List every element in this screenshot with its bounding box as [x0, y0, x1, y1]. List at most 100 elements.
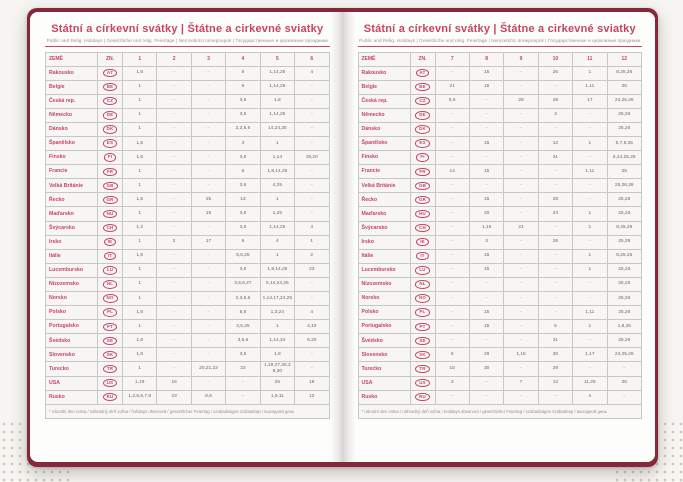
table-row: Finsko FI 1,6– –3,6 1,14 19,20: [45, 150, 330, 166]
country-code-badge: RU: [415, 393, 430, 402]
month-cell: –: [537, 220, 574, 236]
country-name: Rusko: [45, 389, 98, 405]
month-cell: 6: [225, 65, 261, 81]
month-cell: 6: [225, 234, 261, 250]
month-cell: 15: [468, 79, 505, 95]
month-cell: 3: [225, 135, 261, 152]
country-name: Velká Británie: [357, 178, 411, 194]
country-code-badge: RU: [102, 393, 118, 402]
month-cell: –: [190, 375, 227, 391]
month-cell: 3,6: [225, 206, 261, 222]
month-cell: 5: [434, 347, 470, 363]
page-title: Státní a církevní svátky | Štátne a cirk…: [363, 23, 636, 35]
table-row: Švýcarsko CH –1,15 21–1 8,25,26: [357, 220, 643, 236]
country-name: Řecko: [45, 192, 98, 208]
month-cell: 1: [572, 248, 608, 264]
country-code-badge: CH: [415, 223, 430, 233]
month-cell: –: [537, 262, 574, 278]
country-name: Finsko: [357, 150, 411, 166]
table-row: Francie FR 1– –6 1,8,14,25–: [45, 164, 330, 180]
country-code-badge: PL: [415, 308, 430, 317]
month-cell: –: [434, 290, 470, 307]
month-cell: –: [537, 305, 574, 321]
month-cell: 1: [121, 178, 158, 194]
country-name: Francie: [45, 164, 98, 180]
table-row: Itálie IT 1,6– –5,6,25 1 2: [45, 248, 330, 264]
country-code-cell: SK: [97, 347, 123, 363]
month-cell: 21: [503, 220, 539, 236]
month-cell: –: [156, 178, 192, 194]
month-cell: 1: [121, 107, 158, 123]
month-column-header: 5: [259, 51, 296, 67]
month-cell: –: [156, 150, 192, 166]
country-code-badge: BE: [102, 82, 118, 92]
table-row: Slovensko SK 5 29 1,15 30 1,17 24,25,26: [357, 347, 643, 363]
country-code-cell: LU: [97, 262, 123, 278]
month-cell: –: [537, 79, 574, 95]
month-cell: 29: [537, 361, 574, 377]
holiday-table-jul-dec: ZEMĚ ZN. 7 8 9 10 11 12 Rakousko AT –15–26 1 8,25,26…: [357, 51, 643, 419]
country-code-cell: IT: [97, 248, 123, 264]
country-code-badge: IE: [416, 237, 429, 247]
month-cell: 1: [121, 234, 158, 250]
month-cell: –: [434, 262, 470, 278]
month-cell: –: [190, 178, 227, 194]
month-cell: 25,26: [606, 121, 643, 137]
month-cell: –: [572, 192, 608, 208]
month-cell: 1,14,25: [259, 220, 296, 236]
country-code-cell: DK: [97, 121, 123, 137]
month-cell: –: [294, 290, 330, 307]
country-code-cell: ES: [97, 135, 123, 152]
month-cell: –: [156, 347, 192, 363]
table-row: Dánsko DK – – – – –25,26: [357, 121, 643, 137]
month-cell: 19,20: [294, 150, 330, 166]
month-cell: –: [156, 121, 192, 137]
month-cell: 30: [537, 347, 574, 363]
month-cell: 3,6: [225, 178, 261, 194]
month-cell: 3,6: [225, 220, 261, 236]
month-cell: 1: [121, 262, 158, 278]
table-row: Belgie BE 1– –6 1,14,25–: [45, 79, 330, 95]
country-code-badge: AT: [103, 68, 117, 78]
country-name: Polsko: [357, 305, 411, 321]
table-row: Rusko RU 1,2,5,6,7,8 23 8,9–1,9,11 12: [45, 389, 330, 405]
month-cell: 3,6: [225, 107, 261, 123]
month-cell: 1,14,17,24,25: [259, 290, 296, 307]
country-code-cell: TR: [409, 361, 436, 377]
month-cell: –: [572, 290, 608, 307]
country-code-cell: FI: [97, 150, 123, 166]
month-cell: 15: [468, 65, 505, 81]
month-cell: 23: [537, 206, 574, 222]
month-cell: –: [190, 319, 227, 335]
country-code-badge: FR: [102, 167, 118, 176]
country-code-cell: DE: [409, 107, 436, 123]
month-cell: –: [503, 276, 539, 293]
month-cell: 1: [121, 79, 158, 95]
month-cell: –: [468, 375, 505, 391]
month-cell: 24,25,26: [606, 93, 643, 109]
country-name: USA: [357, 375, 411, 391]
month-cell: –: [294, 135, 330, 152]
month-cell: –: [537, 121, 574, 137]
country-code-badge: NO: [102, 294, 118, 303]
month-cell: –: [503, 164, 539, 180]
footnote: * národní den volna / náhradný deň voľna…: [357, 403, 642, 419]
month-cell: 23: [156, 389, 192, 405]
country-code-cell: CH: [409, 220, 436, 236]
country-code-badge: LU: [415, 266, 430, 275]
month-cell: –: [468, 93, 505, 109]
page-title: Státní a církevní svátky | Štátne a cirk…: [51, 23, 324, 35]
month-cell: 1,15: [503, 347, 539, 363]
red-divider: [357, 46, 642, 47]
month-cell: 5,6: [225, 305, 261, 321]
country-name: Německo: [357, 107, 411, 123]
month-cell: –: [537, 389, 574, 405]
open-pages: Státní a církevní svátky | Štátne a cirk…: [30, 12, 655, 462]
month-cell: 1,6: [121, 65, 158, 81]
country-code-badge: CZ: [415, 97, 430, 106]
month-cell: –: [503, 305, 539, 321]
month-column-header: 4: [225, 51, 261, 67]
month-cell: 1,8: [259, 93, 296, 109]
month-cell: –: [156, 319, 192, 335]
country-code-cell: SK: [409, 347, 436, 363]
